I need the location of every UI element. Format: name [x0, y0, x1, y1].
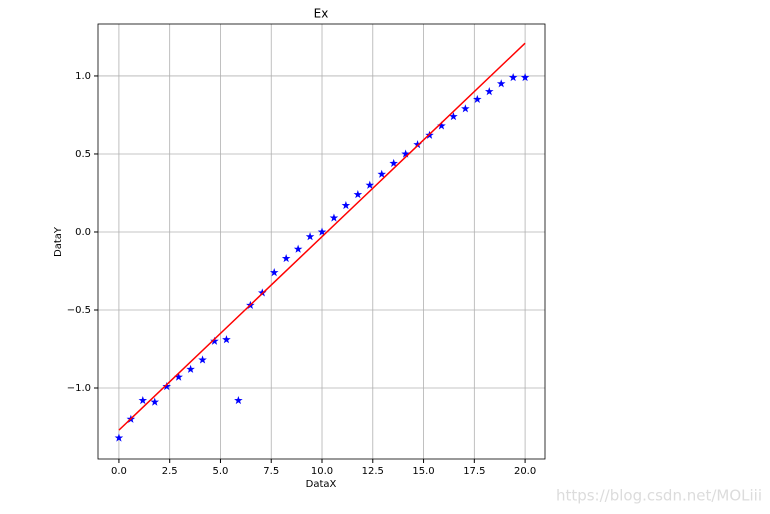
point — [520, 73, 530, 82]
fit-line — [118, 42, 526, 431]
point — [413, 140, 422, 149]
point — [437, 121, 446, 130]
point — [138, 395, 148, 405]
point — [353, 190, 363, 199]
y-axis-label: DataY — [53, 226, 64, 257]
point — [186, 364, 195, 373]
watermark: https://blog.csdn.net/MOLiii — [556, 487, 762, 505]
point — [473, 94, 482, 103]
point — [293, 244, 303, 253]
point — [508, 73, 518, 82]
point — [389, 158, 398, 167]
x-tick-label: 12.5 — [362, 466, 384, 477]
point — [317, 227, 327, 236]
y-tick-label: 0.5 — [75, 149, 91, 160]
x-tick-label: 17.5 — [463, 466, 485, 477]
y-tick-label: 1.0 — [75, 71, 91, 82]
x-tick-label: 20.0 — [514, 466, 536, 477]
x-axis-label: DataX — [306, 479, 337, 490]
point — [401, 149, 410, 158]
point — [269, 268, 279, 277]
point — [496, 79, 506, 88]
x-tick-label: 7.5 — [263, 466, 279, 477]
point — [210, 336, 219, 345]
point — [329, 213, 339, 222]
x-tick-label: 5.0 — [213, 466, 229, 477]
point — [341, 200, 351, 210]
x-tick-label: 10.0 — [311, 466, 333, 477]
point — [377, 169, 387, 178]
point — [222, 335, 231, 344]
point — [258, 288, 267, 297]
x-tick-label: 15.0 — [412, 466, 434, 477]
y-tick-label: −1.0 — [67, 383, 91, 394]
point — [174, 372, 183, 381]
y-tick-label: 0.0 — [75, 227, 91, 238]
x-tick-label: 2.5 — [162, 466, 178, 477]
point — [281, 254, 291, 263]
point — [484, 87, 494, 96]
plot-frame — [97, 23, 546, 460]
point — [150, 397, 160, 406]
point — [114, 433, 124, 442]
point — [461, 104, 470, 113]
y-tick-label: −0.5 — [67, 305, 91, 316]
point — [198, 355, 207, 364]
point — [449, 112, 458, 121]
point — [365, 180, 375, 189]
chart-title: Ex — [314, 7, 329, 21]
point — [162, 381, 171, 391]
point — [305, 232, 315, 241]
x-tick-label: 0.0 — [111, 466, 127, 477]
point — [234, 395, 243, 405]
